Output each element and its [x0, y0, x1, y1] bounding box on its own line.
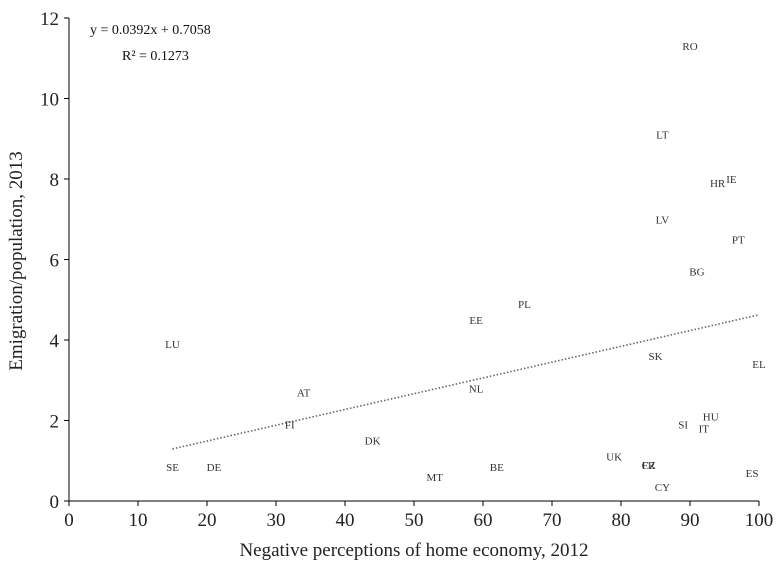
data-point-ie: IE [726, 174, 737, 186]
data-point-it: IT [699, 424, 710, 436]
x-axis-title: Negative perceptions of home economy, 20… [239, 540, 588, 561]
data-point-se: SE [166, 462, 179, 474]
data-point-uk: UK [606, 452, 622, 464]
data-point-sk: SK [648, 351, 662, 363]
data-point-el: EL [752, 359, 766, 371]
data-point-pl: PL [518, 299, 531, 311]
data-point-lu: LU [165, 339, 180, 351]
data-point-fr: FR [642, 460, 656, 472]
x-tick-label: 90 [681, 510, 700, 531]
data-point-ro: RO [682, 41, 697, 53]
data-point-lv: LV [656, 214, 670, 226]
trendline-group [172, 314, 760, 450]
data-point-cz: CZ [642, 460, 656, 472]
y-tick-label: 12 [40, 9, 59, 30]
data-point-es: ES [746, 468, 759, 480]
y-axis-title: Emigration/population, 2013 [6, 151, 27, 371]
data-point-be: BE [490, 462, 504, 474]
data-point-mt: MT [426, 472, 443, 484]
data-point-fi: FI [285, 420, 295, 432]
data-point-dk: DK [365, 436, 381, 448]
data-point-de: DE [207, 462, 222, 474]
axes: 0 10 20 30 40 50 60 70 80 90 100 0 2 4 6 8 10 12 [40, 9, 773, 531]
data-point-ee: EE [469, 315, 483, 327]
trendline-equation: y = 0.0392x + 0.7058 [90, 23, 211, 38]
x-tick-label: 0 [64, 510, 74, 531]
x-tick-label: 70 [543, 510, 562, 531]
x-tick-label: 60 [474, 510, 493, 531]
data-point-at: AT [297, 387, 311, 399]
y-tick-label: 2 [50, 412, 60, 433]
x-tick-label: 30 [267, 510, 286, 531]
y-tick-label: 10 [40, 90, 59, 111]
trendline [172, 314, 760, 450]
data-point-hr: HR [710, 178, 726, 190]
data-point-hu: HU [703, 411, 719, 423]
trendline-r-squared: R² = 0.1273 [122, 49, 189, 64]
data-point-lt: LT [656, 130, 669, 142]
data-point-nl: NL [469, 383, 484, 395]
x-tick-label: 10 [129, 510, 148, 531]
x-tick-label: 20 [198, 510, 217, 531]
x-tick-label: 80 [612, 510, 631, 531]
data-point-si: SI [678, 420, 688, 432]
x-tick-label: 100 [745, 510, 774, 531]
data-point-pt: PT [732, 234, 745, 246]
data-point-bg: BG [689, 267, 704, 279]
data-point-cy: CY [655, 482, 670, 494]
x-tick-label: 50 [405, 510, 424, 531]
y-tick-label: 4 [50, 331, 60, 352]
y-tick-label: 6 [50, 251, 60, 272]
x-tick-label: 40 [336, 510, 355, 531]
y-tick-label: 0 [50, 492, 60, 513]
y-tick-label: 8 [50, 170, 60, 191]
